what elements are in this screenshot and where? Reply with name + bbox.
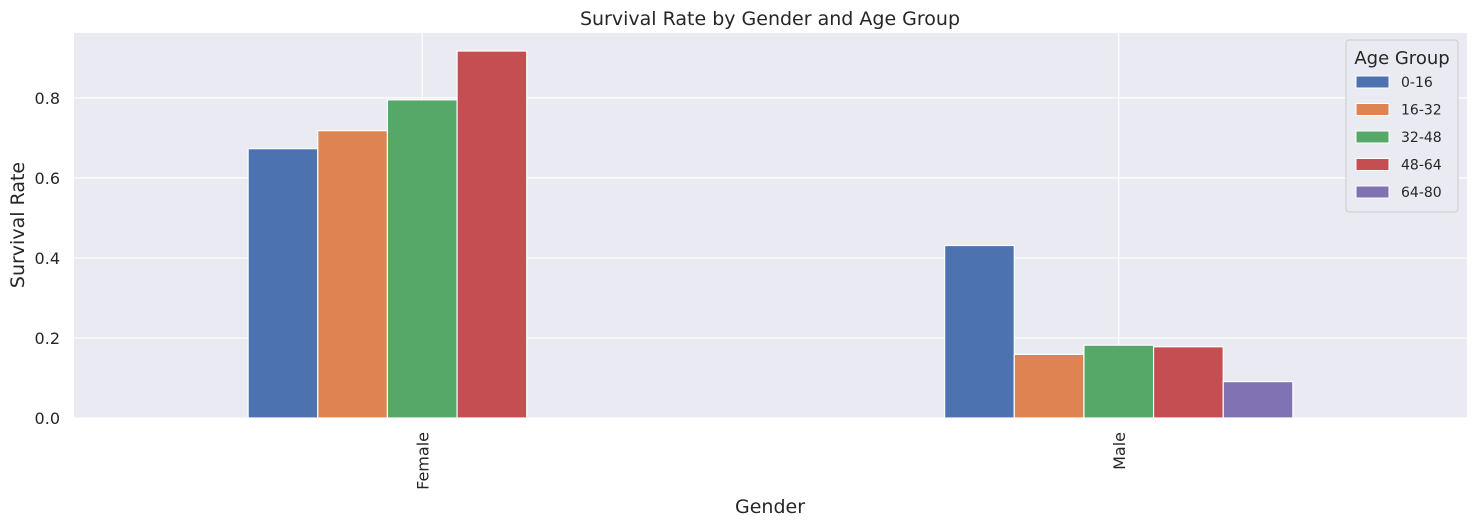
- x-tick-label: Male: [1110, 432, 1129, 470]
- x-tick-label: Female: [413, 432, 432, 490]
- x-axis-label: Gender: [735, 496, 805, 518]
- legend-label: 32-48: [1401, 130, 1442, 146]
- bar: [247, 148, 319, 419]
- y-axis-ticks: 0.0 0.2 0.4 0.6 0.8: [35, 89, 60, 428]
- y-tick-label: 0.2: [35, 329, 60, 348]
- legend-label: 48-64: [1401, 158, 1442, 174]
- x-axis-ticks: Female Male: [413, 432, 1129, 490]
- legend-label: 64-80: [1401, 185, 1442, 201]
- legend-swatch: [1355, 75, 1390, 89]
- bar: [1222, 380, 1294, 419]
- legend-label: 0-16: [1401, 75, 1433, 91]
- y-tick-label: 0.6: [35, 169, 60, 188]
- legend: Age Group 0-16 16-32 32-48 48-64 64-80: [1345, 39, 1459, 213]
- y-tick-label: 0.8: [35, 89, 60, 108]
- y-tick-label: 0.4: [35, 249, 60, 268]
- legend-swatch: [1355, 158, 1390, 171]
- legend-swatch: [1355, 130, 1390, 144]
- chart-title: Survival Rate by Gender and Age Group: [580, 8, 960, 30]
- legend-swatch: [1355, 103, 1390, 116]
- bar: [386, 99, 458, 419]
- bar: [1083, 344, 1155, 419]
- bar: [1013, 353, 1085, 419]
- y-tick-label: 0.0: [35, 409, 60, 428]
- legend-swatch: [1355, 185, 1390, 199]
- bar: [317, 130, 389, 419]
- legend-title: Age Group: [1354, 48, 1449, 69]
- bar: [944, 244, 1015, 419]
- bars: [247, 50, 1294, 419]
- bar: [1152, 346, 1224, 419]
- legend-label: 16-32: [1401, 103, 1442, 119]
- bar: [456, 50, 528, 419]
- y-axis-label: Survival Rate: [7, 162, 29, 288]
